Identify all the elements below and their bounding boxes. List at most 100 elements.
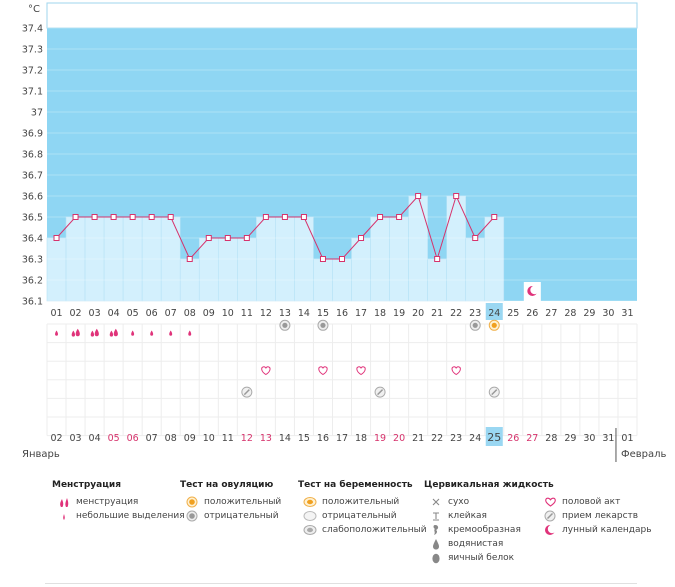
temperature-point[interactable]	[434, 256, 441, 262]
cycle-day-label[interactable]: 03	[89, 308, 101, 319]
calendar-date-label[interactable]: 10	[203, 433, 215, 444]
cycle-day-label[interactable]: 04	[108, 308, 120, 319]
calendar-date-label[interactable]: 11	[222, 433, 234, 444]
calendar-date-label[interactable]: 07	[146, 433, 158, 444]
cycle-day-label[interactable]: 14	[298, 308, 310, 319]
cycle-day-label[interactable]: 09	[203, 308, 215, 319]
calendar-date-label[interactable]: 29	[564, 433, 576, 444]
cycle-day-label[interactable]: 01	[50, 308, 62, 319]
menstruation-heavy-icon[interactable]	[71, 328, 80, 337]
calendar-date-label[interactable]: 13	[260, 433, 272, 444]
calendar-date-label[interactable]: 08	[165, 433, 177, 444]
temperature-point[interactable]	[110, 214, 117, 220]
cycle-day-label[interactable]: 29	[583, 308, 595, 319]
calendar-date-label[interactable]: 26	[507, 433, 519, 444]
temperature-point[interactable]	[281, 214, 288, 220]
temperature-point[interactable]	[377, 214, 384, 220]
cycle-day-label[interactable]: 18	[374, 308, 386, 319]
cycle-day-label[interactable]: 30	[602, 308, 614, 319]
cycle-day-label[interactable]: 28	[564, 308, 576, 319]
calendar-date-label[interactable]: 15	[298, 433, 310, 444]
cycle-day-label[interactable]: 15	[317, 308, 329, 319]
calendar-date-label[interactable]: 30	[583, 433, 595, 444]
cycle-day-label[interactable]: 26	[526, 308, 538, 319]
calendar-date-label[interactable]: 14	[279, 433, 291, 444]
temperature-point[interactable]	[262, 214, 269, 220]
heart-icon[interactable]	[318, 366, 328, 376]
cycle-day-label[interactable]: 20	[412, 308, 424, 319]
temperature-point[interactable]	[243, 235, 250, 241]
cycle-day-label[interactable]: 06	[146, 308, 158, 319]
temperature-point[interactable]	[167, 214, 174, 220]
cycle-day-label[interactable]: 17	[355, 308, 367, 319]
calendar-date-label[interactable]: 12	[241, 433, 253, 444]
ovulation-positive-icon[interactable]	[488, 319, 500, 331]
calendar-date-label[interactable]: 05	[108, 433, 120, 444]
temperature-point[interactable]	[472, 235, 479, 241]
calendar-date-label[interactable]: 04	[89, 433, 101, 444]
menstruation-heavy-icon[interactable]	[90, 328, 99, 337]
calendar-date-label[interactable]: 27	[526, 433, 538, 444]
calendar-date-label[interactable]: 09	[184, 433, 196, 444]
heart-icon[interactable]	[261, 366, 271, 376]
pill-icon[interactable]	[241, 386, 253, 398]
menstruation-light-icon[interactable]	[150, 330, 154, 336]
cycle-day-label[interactable]: 23	[469, 308, 481, 319]
calendar-date-label[interactable]: 18	[355, 433, 367, 444]
calendar-date-label[interactable]: 31	[602, 433, 614, 444]
cycle-day-label[interactable]: 02	[70, 308, 82, 319]
ovulation-negative-icon[interactable]	[317, 319, 329, 331]
ovulation-negative-icon[interactable]	[469, 319, 481, 331]
cycle-day-label[interactable]: 16	[336, 308, 348, 319]
temperature-point[interactable]	[491, 214, 498, 220]
calendar-date-label[interactable]: 03	[70, 433, 82, 444]
cycle-day-label[interactable]: 24	[488, 308, 500, 319]
menstruation-light-icon[interactable]	[169, 330, 173, 336]
temperature-point[interactable]	[224, 235, 231, 241]
heart-icon[interactable]	[356, 366, 366, 376]
cycle-day-label[interactable]: 07	[165, 308, 177, 319]
temperature-point[interactable]	[339, 256, 345, 262]
temperature-point[interactable]	[72, 214, 79, 220]
temperature-point[interactable]	[53, 235, 60, 241]
temperature-point[interactable]	[205, 235, 212, 241]
temperature-point[interactable]	[129, 214, 136, 220]
cycle-day-label[interactable]: 13	[279, 308, 291, 319]
calendar-date-label[interactable]: 23	[450, 433, 462, 444]
pill-icon[interactable]	[374, 386, 386, 398]
calendar-date-label[interactable]: 17	[336, 433, 348, 444]
temperature-point[interactable]	[300, 214, 307, 220]
cycle-day-label[interactable]: 19	[393, 308, 405, 319]
menstruation-light-icon[interactable]	[188, 330, 192, 336]
cycle-day-label[interactable]: 08	[184, 308, 196, 319]
cycle-day-label[interactable]: 10	[222, 308, 234, 319]
ovulation-negative-icon[interactable]	[279, 319, 291, 331]
calendar-date-label[interactable]: 16	[317, 433, 329, 444]
temperature-point[interactable]	[319, 256, 326, 262]
temperature-point[interactable]	[396, 214, 403, 220]
temperature-point[interactable]	[453, 193, 460, 199]
calendar-date-label[interactable]: 06	[127, 433, 139, 444]
cycle-day-label[interactable]: 25	[507, 308, 519, 319]
calendar-date-label[interactable]: 25	[487, 431, 501, 444]
pill-icon[interactable]	[488, 386, 500, 398]
calendar-date-label[interactable]: 22	[431, 433, 443, 444]
temperature-point[interactable]	[415, 193, 422, 199]
heart-icon[interactable]	[451, 366, 461, 376]
calendar-date-label[interactable]: 02	[50, 433, 62, 444]
temperature-point[interactable]	[91, 214, 98, 220]
calendar-date-label[interactable]: 20	[393, 433, 405, 444]
menstruation-light-icon[interactable]	[131, 330, 135, 336]
cycle-day-label[interactable]: 22	[450, 308, 462, 319]
temperature-point[interactable]	[148, 214, 155, 220]
menstruation-light-icon[interactable]	[55, 330, 58, 336]
cycle-day-label[interactable]: 11	[241, 308, 253, 319]
calendar-date-label[interactable]: 28	[545, 433, 557, 444]
calendar-date-label[interactable]: 01	[621, 433, 633, 444]
menstruation-heavy-icon[interactable]	[109, 328, 118, 337]
calendar-date-label[interactable]: 21	[412, 433, 424, 444]
cycle-day-label[interactable]: 31	[621, 308, 633, 319]
calendar-date-label[interactable]: 24	[469, 433, 481, 444]
temperature-point[interactable]	[186, 256, 193, 262]
cycle-day-label[interactable]: 05	[127, 308, 139, 319]
